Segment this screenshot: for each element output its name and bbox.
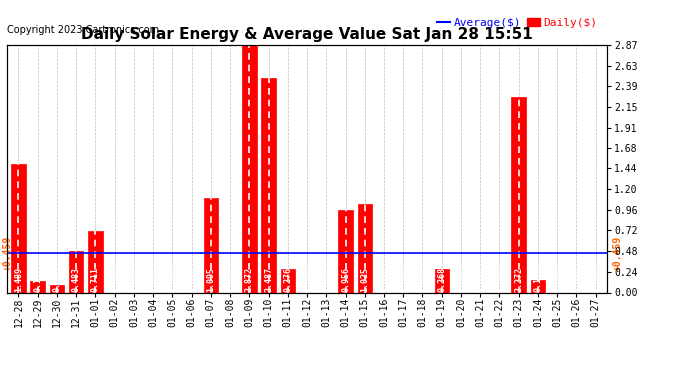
Text: 0.000: 0.000 [380,267,388,292]
Text: 0.000: 0.000 [168,267,177,292]
Bar [531,280,545,292]
Text: 0.144: 0.144 [533,267,542,292]
Bar [88,231,103,292]
Text: 0.000: 0.000 [110,267,119,292]
Bar [357,204,372,292]
Text: 0.000: 0.000 [322,267,331,292]
Bar [30,281,45,292]
Text: +0.459: +0.459 [3,235,13,270]
Text: 0.000: 0.000 [399,267,408,292]
Text: 0.483: 0.483 [72,267,81,292]
Legend: Average($), Daily($): Average($), Daily($) [433,13,602,32]
Bar [435,269,449,292]
Text: 0.711: 0.711 [91,267,100,292]
Text: 0.000: 0.000 [302,267,312,292]
Text: 0.268: 0.268 [437,267,446,292]
Text: 0.000: 0.000 [553,267,562,292]
Bar [338,210,353,292]
Text: 1.489: 1.489 [14,267,23,292]
Bar [69,251,83,292]
Text: 0.000: 0.000 [572,267,581,292]
Bar [242,45,257,292]
Bar [262,78,276,292]
Text: 2.872: 2.872 [245,267,254,292]
Text: 0.000: 0.000 [148,267,157,292]
Text: 0.000: 0.000 [457,267,466,292]
Text: 2.487: 2.487 [264,267,273,292]
Text: Copyright 2023 Cartronics.com: Copyright 2023 Cartronics.com [7,25,159,35]
Bar [511,97,526,292]
Text: 0.956: 0.956 [341,267,350,292]
Bar [281,269,295,292]
Text: 0.276: 0.276 [284,267,293,292]
Text: +0.459: +0.459 [613,235,623,270]
Text: 1.025: 1.025 [360,267,369,292]
Bar [204,198,218,292]
Text: 0.000: 0.000 [495,267,504,292]
Bar [11,164,26,292]
Text: 0.000: 0.000 [475,267,484,292]
Bar [50,285,64,292]
Text: 0.000: 0.000 [187,267,196,292]
Text: 0.132: 0.132 [33,267,42,292]
Text: 0.086: 0.086 [52,267,61,292]
Text: 0.000: 0.000 [418,267,427,292]
Text: 1.095: 1.095 [206,267,215,292]
Text: 0.000: 0.000 [226,267,235,292]
Text: 2.272: 2.272 [514,267,523,292]
Text: 0.000: 0.000 [130,267,139,292]
Text: 0.000: 0.000 [591,267,600,292]
Title: Daily Solar Energy & Average Value Sat Jan 28 15:51: Daily Solar Energy & Average Value Sat J… [81,27,533,42]
